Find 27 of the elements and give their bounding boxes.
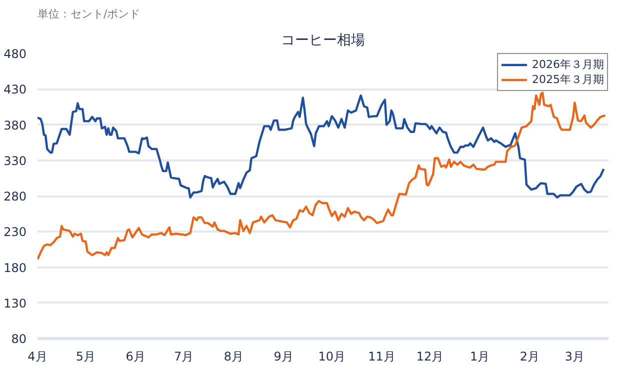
y-tick-label: 130	[4, 296, 26, 310]
x-tick-label: 9月	[274, 350, 294, 364]
y-tick-label: 80	[11, 332, 27, 346]
y-tick-label: 280	[4, 190, 26, 204]
y-tick-label: 330	[4, 154, 26, 168]
x-tick-label: 5月	[76, 350, 96, 364]
chart-title: コーヒー相場	[281, 32, 365, 48]
legend-label: 2026年３月期	[532, 57, 604, 72]
x-tick-label: 12月	[416, 350, 444, 364]
y-tick-label: 180	[4, 260, 26, 275]
x-tick-label: 7月	[174, 350, 194, 364]
x-tick-label: 3月	[564, 350, 585, 364]
x-tick-label: 4月	[28, 350, 48, 364]
x-tick-label: 10月	[318, 350, 346, 364]
x-tick-label: 11月	[368, 350, 396, 364]
legend-label: 2025年３月期	[532, 72, 604, 87]
x-tick-label: 2月	[520, 350, 540, 364]
x-tick-label: 6月	[126, 350, 146, 364]
text: 単位：セント/ポンド	[38, 8, 140, 20]
x-tick-label: 8月	[224, 350, 244, 364]
y-tick-label: 480	[4, 47, 26, 61]
line-series	[38, 92, 606, 261]
y-tick-label: 230	[4, 225, 26, 240]
y-tick-label: 380	[4, 118, 26, 132]
line-series	[38, 94, 605, 199]
y-tick-label: 430	[4, 82, 26, 97]
x-tick-label: 1月	[470, 350, 490, 364]
